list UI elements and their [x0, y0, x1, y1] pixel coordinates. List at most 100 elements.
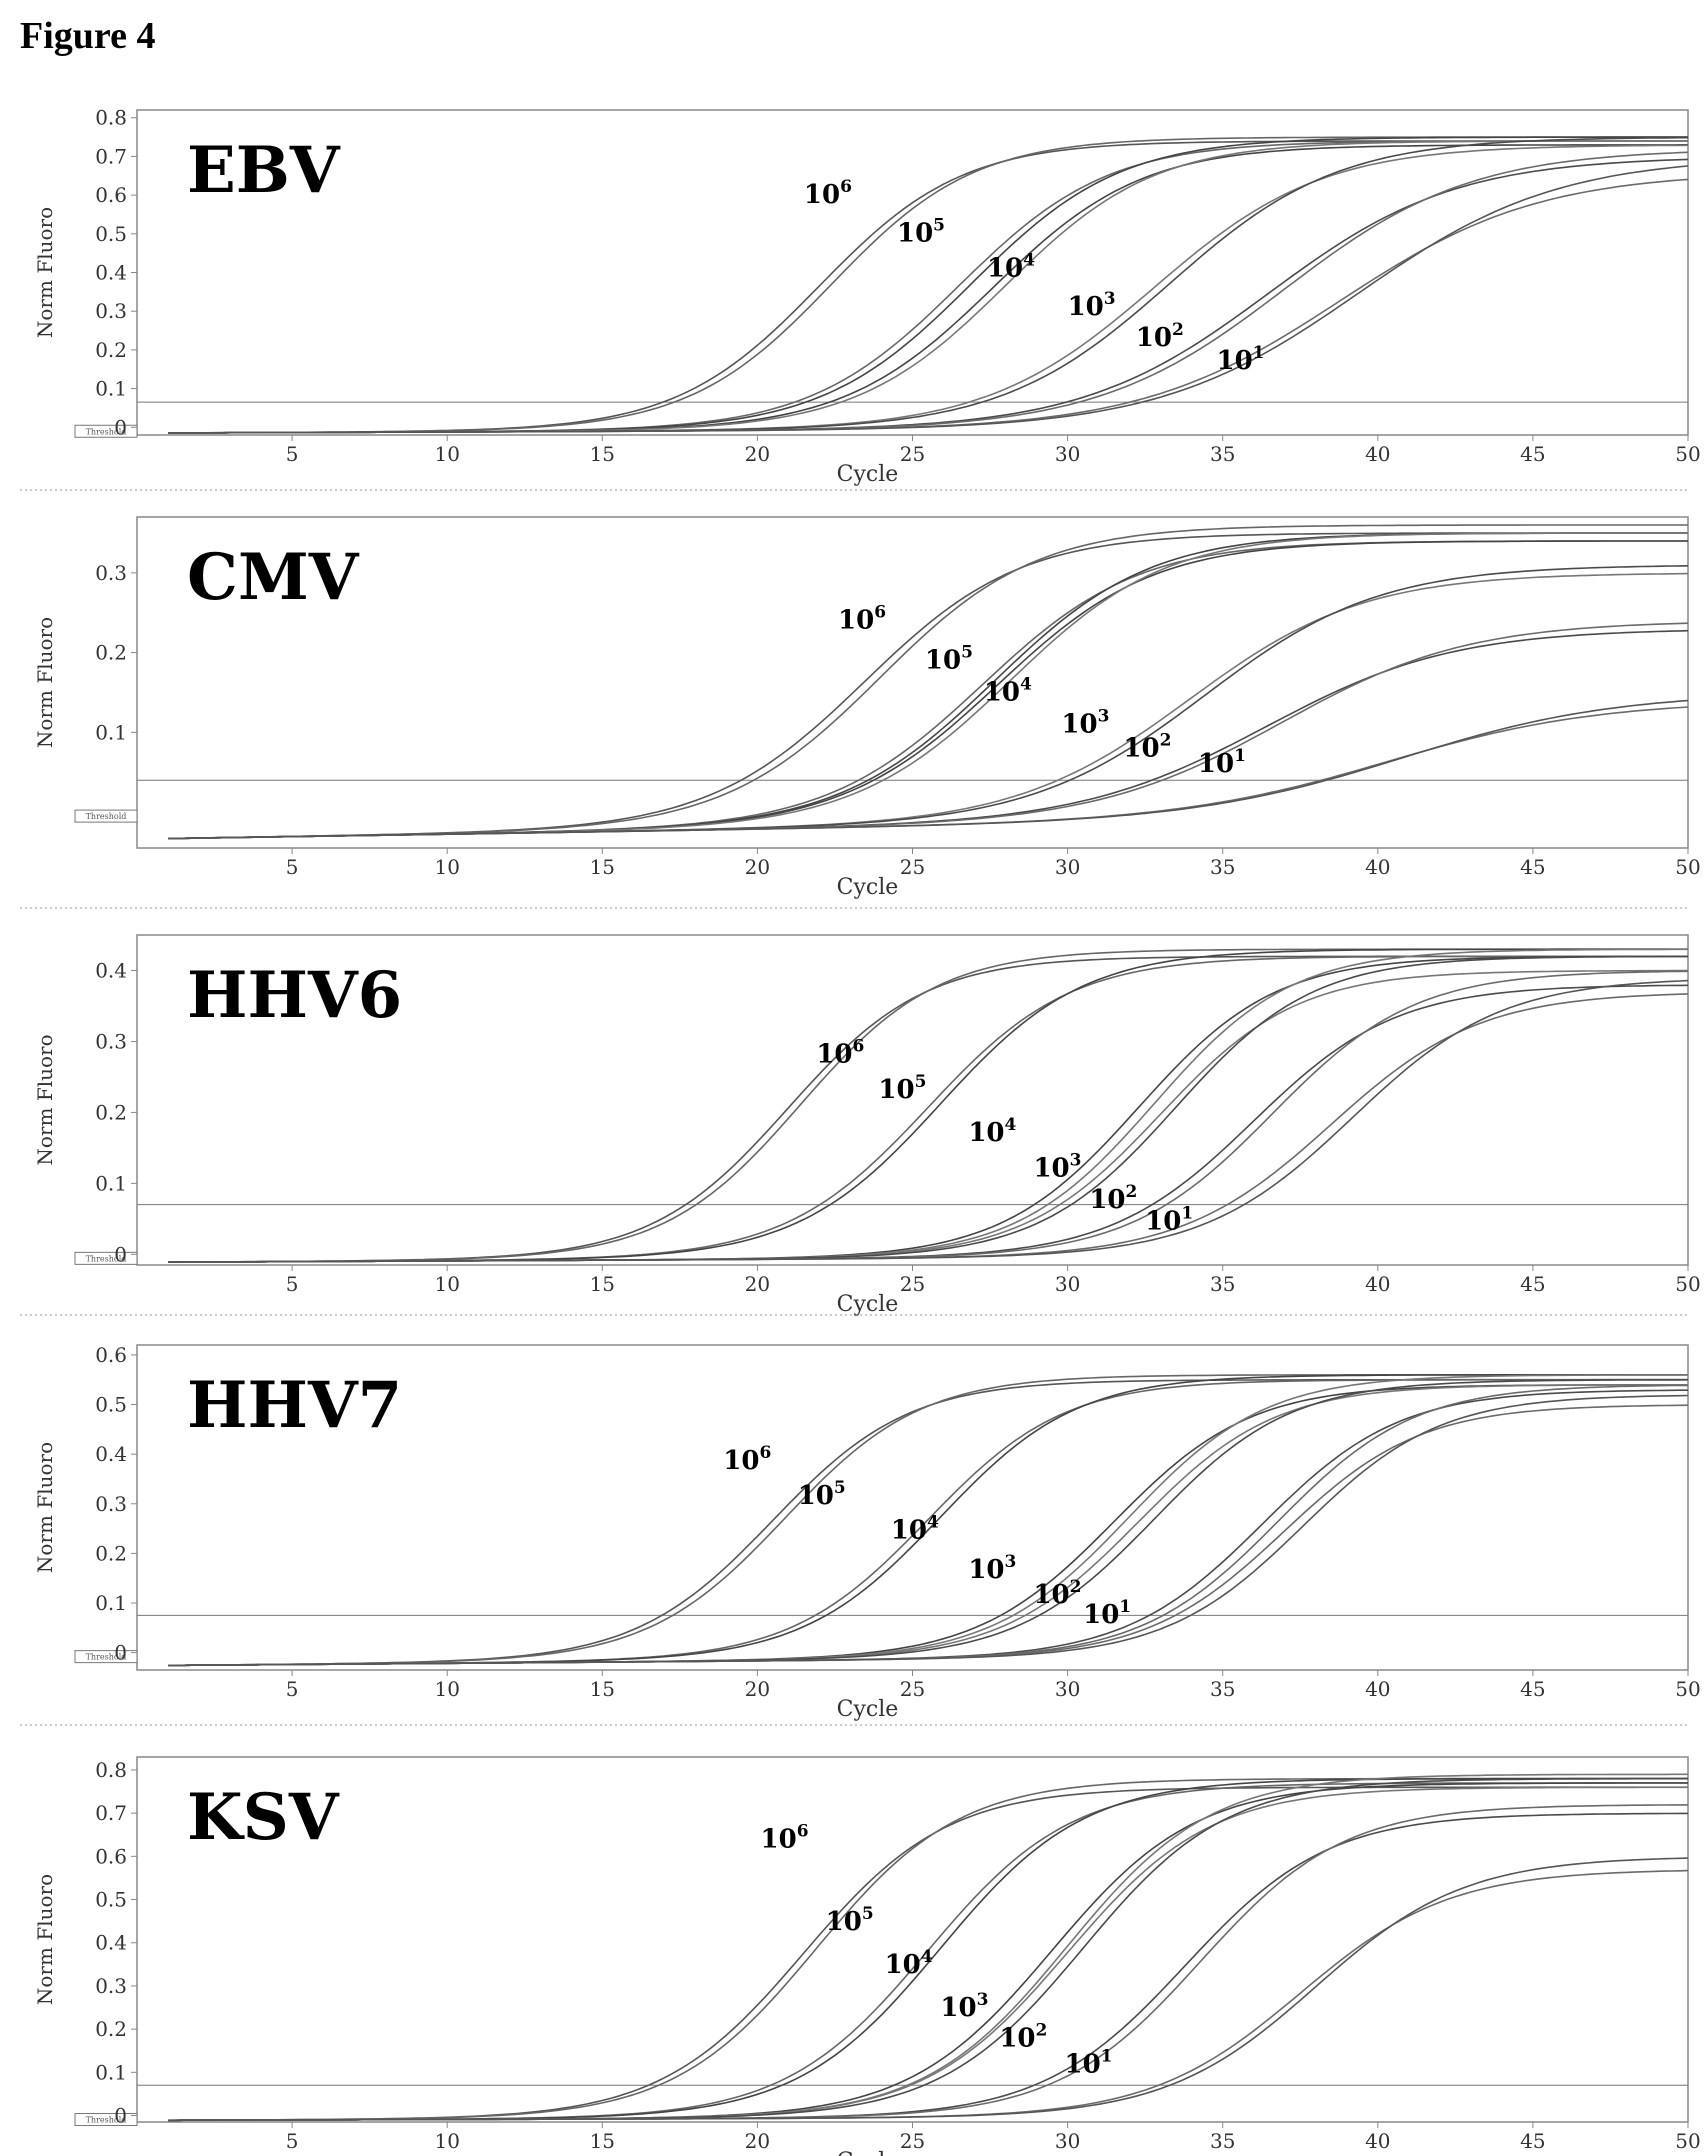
series-label: 101: [1083, 1597, 1131, 1630]
threshold-tag: [74, 424, 138, 438]
x-tick-label: 50: [1675, 2129, 1700, 2153]
x-tick-label: 50: [1675, 442, 1700, 466]
x-tick-label: 45: [1520, 1272, 1545, 1296]
y-tick-label: 0.4: [95, 1931, 127, 1955]
x-axis-label: Cycle: [837, 1292, 899, 1317]
chart-title: HHV6: [187, 958, 402, 1033]
y-tick-label: 0.5: [95, 222, 127, 246]
x-tick-label: 5: [286, 442, 299, 466]
y-axis-label: Norm Fluoro: [33, 207, 57, 338]
series-label: 102: [1089, 1182, 1137, 1215]
y-tick-label: 0.5: [95, 1888, 127, 1912]
threshold-tag: [74, 2113, 138, 2127]
y-tick-label: 0.3: [95, 1974, 127, 1998]
series-label: 104: [891, 1513, 939, 1546]
y-tick-label: 0.6: [95, 183, 127, 207]
series-line: [168, 1394, 1689, 1667]
y-tick-label: 0.4: [95, 1442, 127, 1466]
x-tick-label: 10: [434, 442, 459, 466]
y-axis-label: Norm Fluoro: [33, 1442, 57, 1573]
y-tick-label: 0: [114, 2104, 127, 2128]
series-label: 101: [1216, 343, 1264, 376]
x-tick-label: 45: [1520, 442, 1545, 466]
x-tick-label: 25: [900, 442, 925, 466]
y-tick-label: 0.4: [95, 958, 127, 982]
series-label: 105: [826, 1904, 874, 1937]
x-tick-label: 25: [900, 855, 925, 879]
series-label: 106: [761, 1822, 809, 1855]
y-tick-label: 0.1: [95, 2060, 127, 2084]
x-tick-label: 50: [1675, 855, 1700, 879]
x-tick-label: 15: [590, 2129, 615, 2153]
x-tick-label: 10: [434, 1272, 459, 1296]
x-tick-label: 20: [745, 2129, 770, 2153]
x-tick-label: 10: [434, 2129, 459, 2153]
series-line: [167, 699, 1689, 840]
x-axis-label: Cycle: [837, 875, 899, 900]
threshold-label: Threshold: [86, 1653, 127, 1662]
y-axis-label: Norm Fluoro: [33, 617, 57, 748]
x-tick-label: 25: [900, 1677, 925, 1701]
y-tick-label: 0.2: [95, 338, 127, 362]
x-tick-label: 10: [434, 1677, 459, 1701]
series-line: [168, 979, 1689, 1263]
y-tick-label: 0: [114, 1641, 127, 1665]
y-tick-label: 0.7: [95, 1801, 127, 1825]
x-tick-label: 5: [286, 855, 299, 879]
y-tick-label: 0: [114, 415, 127, 439]
x-tick-label: 35: [1210, 1677, 1235, 1701]
chart-title: EBV: [187, 133, 341, 208]
x-tick-label: 30: [1055, 855, 1080, 879]
series-label: 106: [816, 1037, 864, 1070]
y-tick-label: 0.7: [95, 144, 127, 168]
threshold-tag: [74, 1251, 138, 1265]
y-tick-label: 0.2: [95, 641, 127, 665]
x-tick-label: 5: [286, 1272, 299, 1296]
y-axis-label: Norm Fluoro: [33, 1034, 57, 1165]
series-label: 102: [999, 2020, 1047, 2053]
x-axis-label: Cycle: [837, 1697, 899, 1722]
chart-title: CMV: [187, 540, 360, 615]
series-label: 103: [968, 1552, 1016, 1585]
x-tick-label: 40: [1365, 2129, 1390, 2153]
y-tick-label: 0.2: [95, 1541, 127, 1565]
y-tick-label: 0: [114, 1242, 127, 1266]
y-tick-label: 0.6: [95, 1343, 127, 1367]
x-tick-label: 50: [1675, 1677, 1700, 1701]
x-tick-label: 25: [900, 1272, 925, 1296]
x-tick-label: 45: [1520, 855, 1545, 879]
x-tick-label: 35: [1210, 1272, 1235, 1296]
x-tick-label: 15: [590, 1272, 615, 1296]
threshold-tag: [74, 809, 138, 823]
x-tick-label: 30: [1055, 1677, 1080, 1701]
series-label: 106: [804, 177, 852, 210]
x-tick-label: 15: [590, 442, 615, 466]
x-tick-label: 35: [1210, 855, 1235, 879]
series-label: 101: [1198, 746, 1246, 779]
series-label: 104: [885, 1947, 933, 1980]
series-line: [167, 165, 1689, 434]
x-tick-label: 20: [745, 442, 770, 466]
y-tick-label: 0.2: [95, 2017, 127, 2041]
threshold-label: Threshold: [86, 427, 127, 436]
series-label: 102: [1033, 1577, 1081, 1610]
figure-title: Figure 4: [20, 15, 156, 57]
x-tick-label: 40: [1365, 1677, 1390, 1701]
x-tick-label: 20: [745, 1677, 770, 1701]
y-axis-label: Norm Fluoro: [33, 1874, 57, 2005]
y-tick-label: 0.3: [95, 561, 127, 585]
series-label: 105: [897, 216, 945, 249]
y-tick-label: 0.3: [95, 1029, 127, 1053]
x-tick-label: 15: [590, 1677, 615, 1701]
y-tick-label: 0.5: [95, 1393, 127, 1417]
series-line: [168, 1857, 1689, 2122]
y-tick-label: 0.1: [95, 1171, 127, 1195]
x-tick-label: 40: [1365, 855, 1390, 879]
threshold-label: Threshold: [86, 812, 127, 821]
series-label: 102: [1123, 730, 1171, 763]
x-tick-label: 15: [590, 855, 615, 879]
series-label: 105: [878, 1072, 926, 1105]
